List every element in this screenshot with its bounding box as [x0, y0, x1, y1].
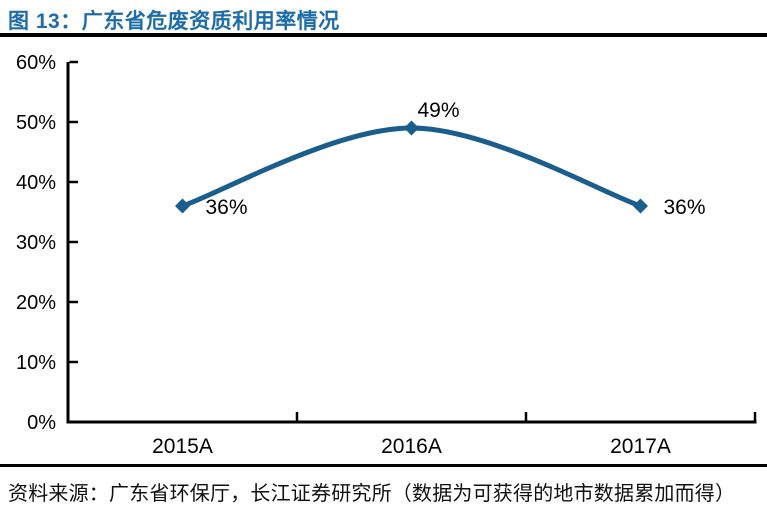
y-axis-tick-label: 0% — [27, 412, 56, 434]
y-axis-tick-label: 30% — [16, 232, 56, 254]
data-source-note: 资料来源：广东省环保厅，长江证券研究所（数据为可获得的地市数据累加而得） — [8, 483, 736, 505]
y-axis-tick-label: 10% — [16, 352, 56, 374]
x-axis-category-label: 2017A — [610, 435, 671, 458]
figure-title: 图 13：广东省危废资质利用率情况 — [8, 10, 340, 33]
y-axis-tick-label: 50% — [16, 112, 56, 134]
data-point-marker — [404, 120, 419, 136]
y-axis-tick-label: 60% — [16, 52, 56, 74]
footer-separator-rule — [0, 464, 767, 467]
utilization-rate-line-chart: 0% 10% 20% 30% 40% 50% 60% 2015A 2016A 2017A 36% 49… — [16, 52, 757, 458]
series-line — [180, 125, 643, 209]
y-axis-tick-label: 20% — [16, 292, 56, 314]
data-point-marker — [175, 198, 190, 214]
x-axis-category-label: 2016A — [381, 435, 442, 458]
data-point-label: 36% — [206, 196, 248, 219]
data-point-marker — [633, 198, 648, 214]
x-axis-category-label: 2015A — [152, 435, 213, 458]
data-point-label: 49% — [418, 99, 460, 122]
title-separator-rule — [0, 33, 767, 37]
y-axis-tick-label: 40% — [16, 172, 56, 194]
data-point-label: 36% — [664, 196, 706, 219]
